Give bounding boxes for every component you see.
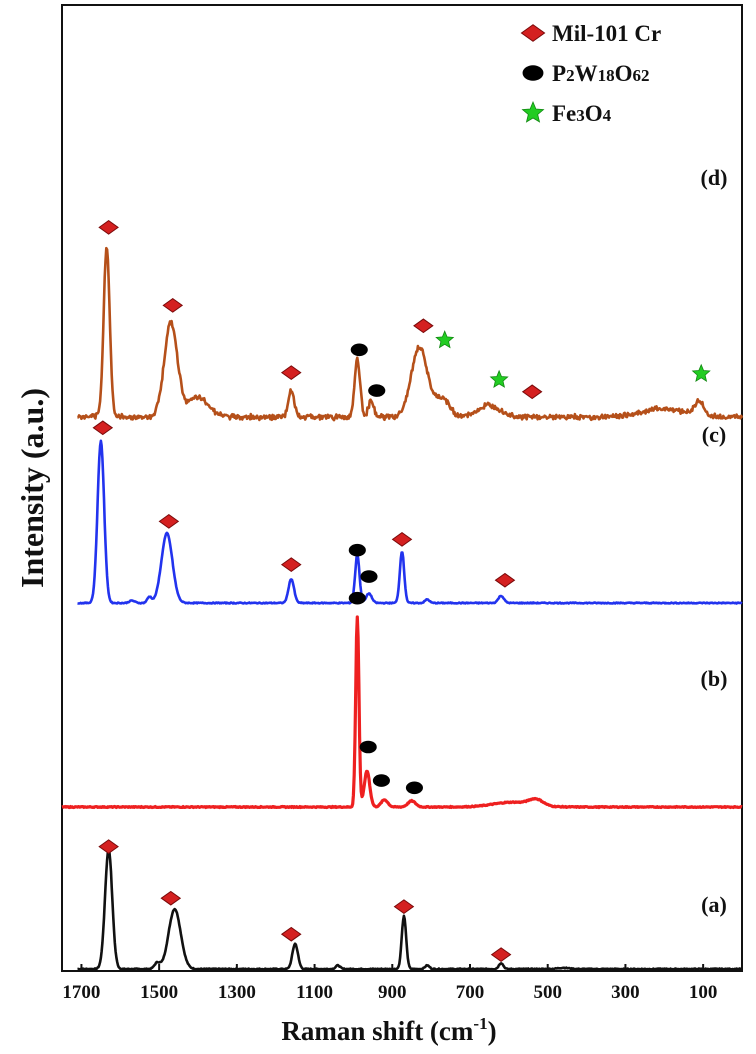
legend-marker-diamond	[520, 24, 546, 42]
legend-label: Mil-101 Cr	[552, 21, 661, 46]
p2w18o62-marker	[360, 570, 378, 583]
peak-markers	[92, 220, 711, 962]
mil101-marker	[393, 899, 415, 914]
legend: Mil-101 Cr P2W18O62 Fe3O4	[520, 21, 661, 126]
x-tick-label: 900	[378, 982, 407, 1003]
mil101-marker	[490, 947, 512, 962]
spectrum-line-a	[77, 847, 743, 971]
mil101-marker	[98, 220, 119, 235]
x-tick-label: 500	[533, 982, 562, 1003]
p2w18o62-marker	[348, 543, 366, 557]
mil101-marker	[158, 514, 180, 529]
x-tick-label: 100	[689, 982, 718, 1003]
legend-label: P2W18O62	[552, 61, 649, 86]
curve-label-b: (b)	[701, 666, 728, 691]
p2w18o62-marker	[348, 591, 366, 605]
y-axis-title: Intensity (a.u.)	[14, 388, 50, 588]
mil101-marker	[413, 318, 434, 334]
fe3o4-marker	[489, 369, 509, 388]
p2w18o62-marker	[405, 781, 423, 795]
legend-marker-circle	[522, 65, 544, 81]
curve-label-a: (a)	[701, 892, 727, 917]
mil101-marker	[280, 926, 302, 942]
mil101-marker	[160, 890, 182, 906]
mil101-marker	[521, 384, 543, 400]
spectrum-line-c	[77, 439, 743, 605]
spectra-curves	[61, 246, 744, 971]
p2w18o62-marker	[372, 774, 390, 787]
mil101-marker	[98, 839, 119, 854]
curve-label-c: (c)	[702, 422, 726, 447]
fe3o4-marker	[435, 330, 455, 349]
mil101-marker	[494, 572, 516, 588]
mil101-marker	[92, 420, 114, 436]
x-tick-label: 1700	[62, 982, 100, 1003]
mil101-marker	[162, 298, 184, 313]
x-axis-title: Raman shift (cm-1)	[281, 1014, 496, 1046]
mil101-marker	[391, 532, 413, 547]
p2w18o62-marker	[359, 740, 377, 754]
plot-frame	[61, 4, 743, 972]
legend-marker-star	[521, 100, 545, 123]
spectrum-line-d	[77, 246, 744, 422]
x-axis-ticks: 1700 1500 1300 1100 900 700 500 300 100	[62, 964, 717, 1003]
curve-label-d: (d)	[701, 165, 728, 190]
curve-labels: (a) (b) (c) (d)	[701, 165, 728, 917]
p2w18o62-marker	[368, 384, 386, 397]
mil101-marker	[280, 365, 302, 380]
x-tick-label: 700	[456, 982, 485, 1003]
x-tick-label: 1300	[218, 982, 256, 1003]
fe3o4-marker	[691, 363, 711, 382]
legend-label: Fe3O4	[552, 101, 612, 126]
spectrum-line-b	[61, 615, 743, 810]
p2w18o62-marker	[350, 343, 368, 357]
x-tick-label: 1100	[296, 982, 333, 1003]
mil101-marker	[280, 557, 302, 572]
x-tick-label: 1500	[140, 982, 178, 1003]
x-tick-label: 300	[611, 982, 640, 1003]
